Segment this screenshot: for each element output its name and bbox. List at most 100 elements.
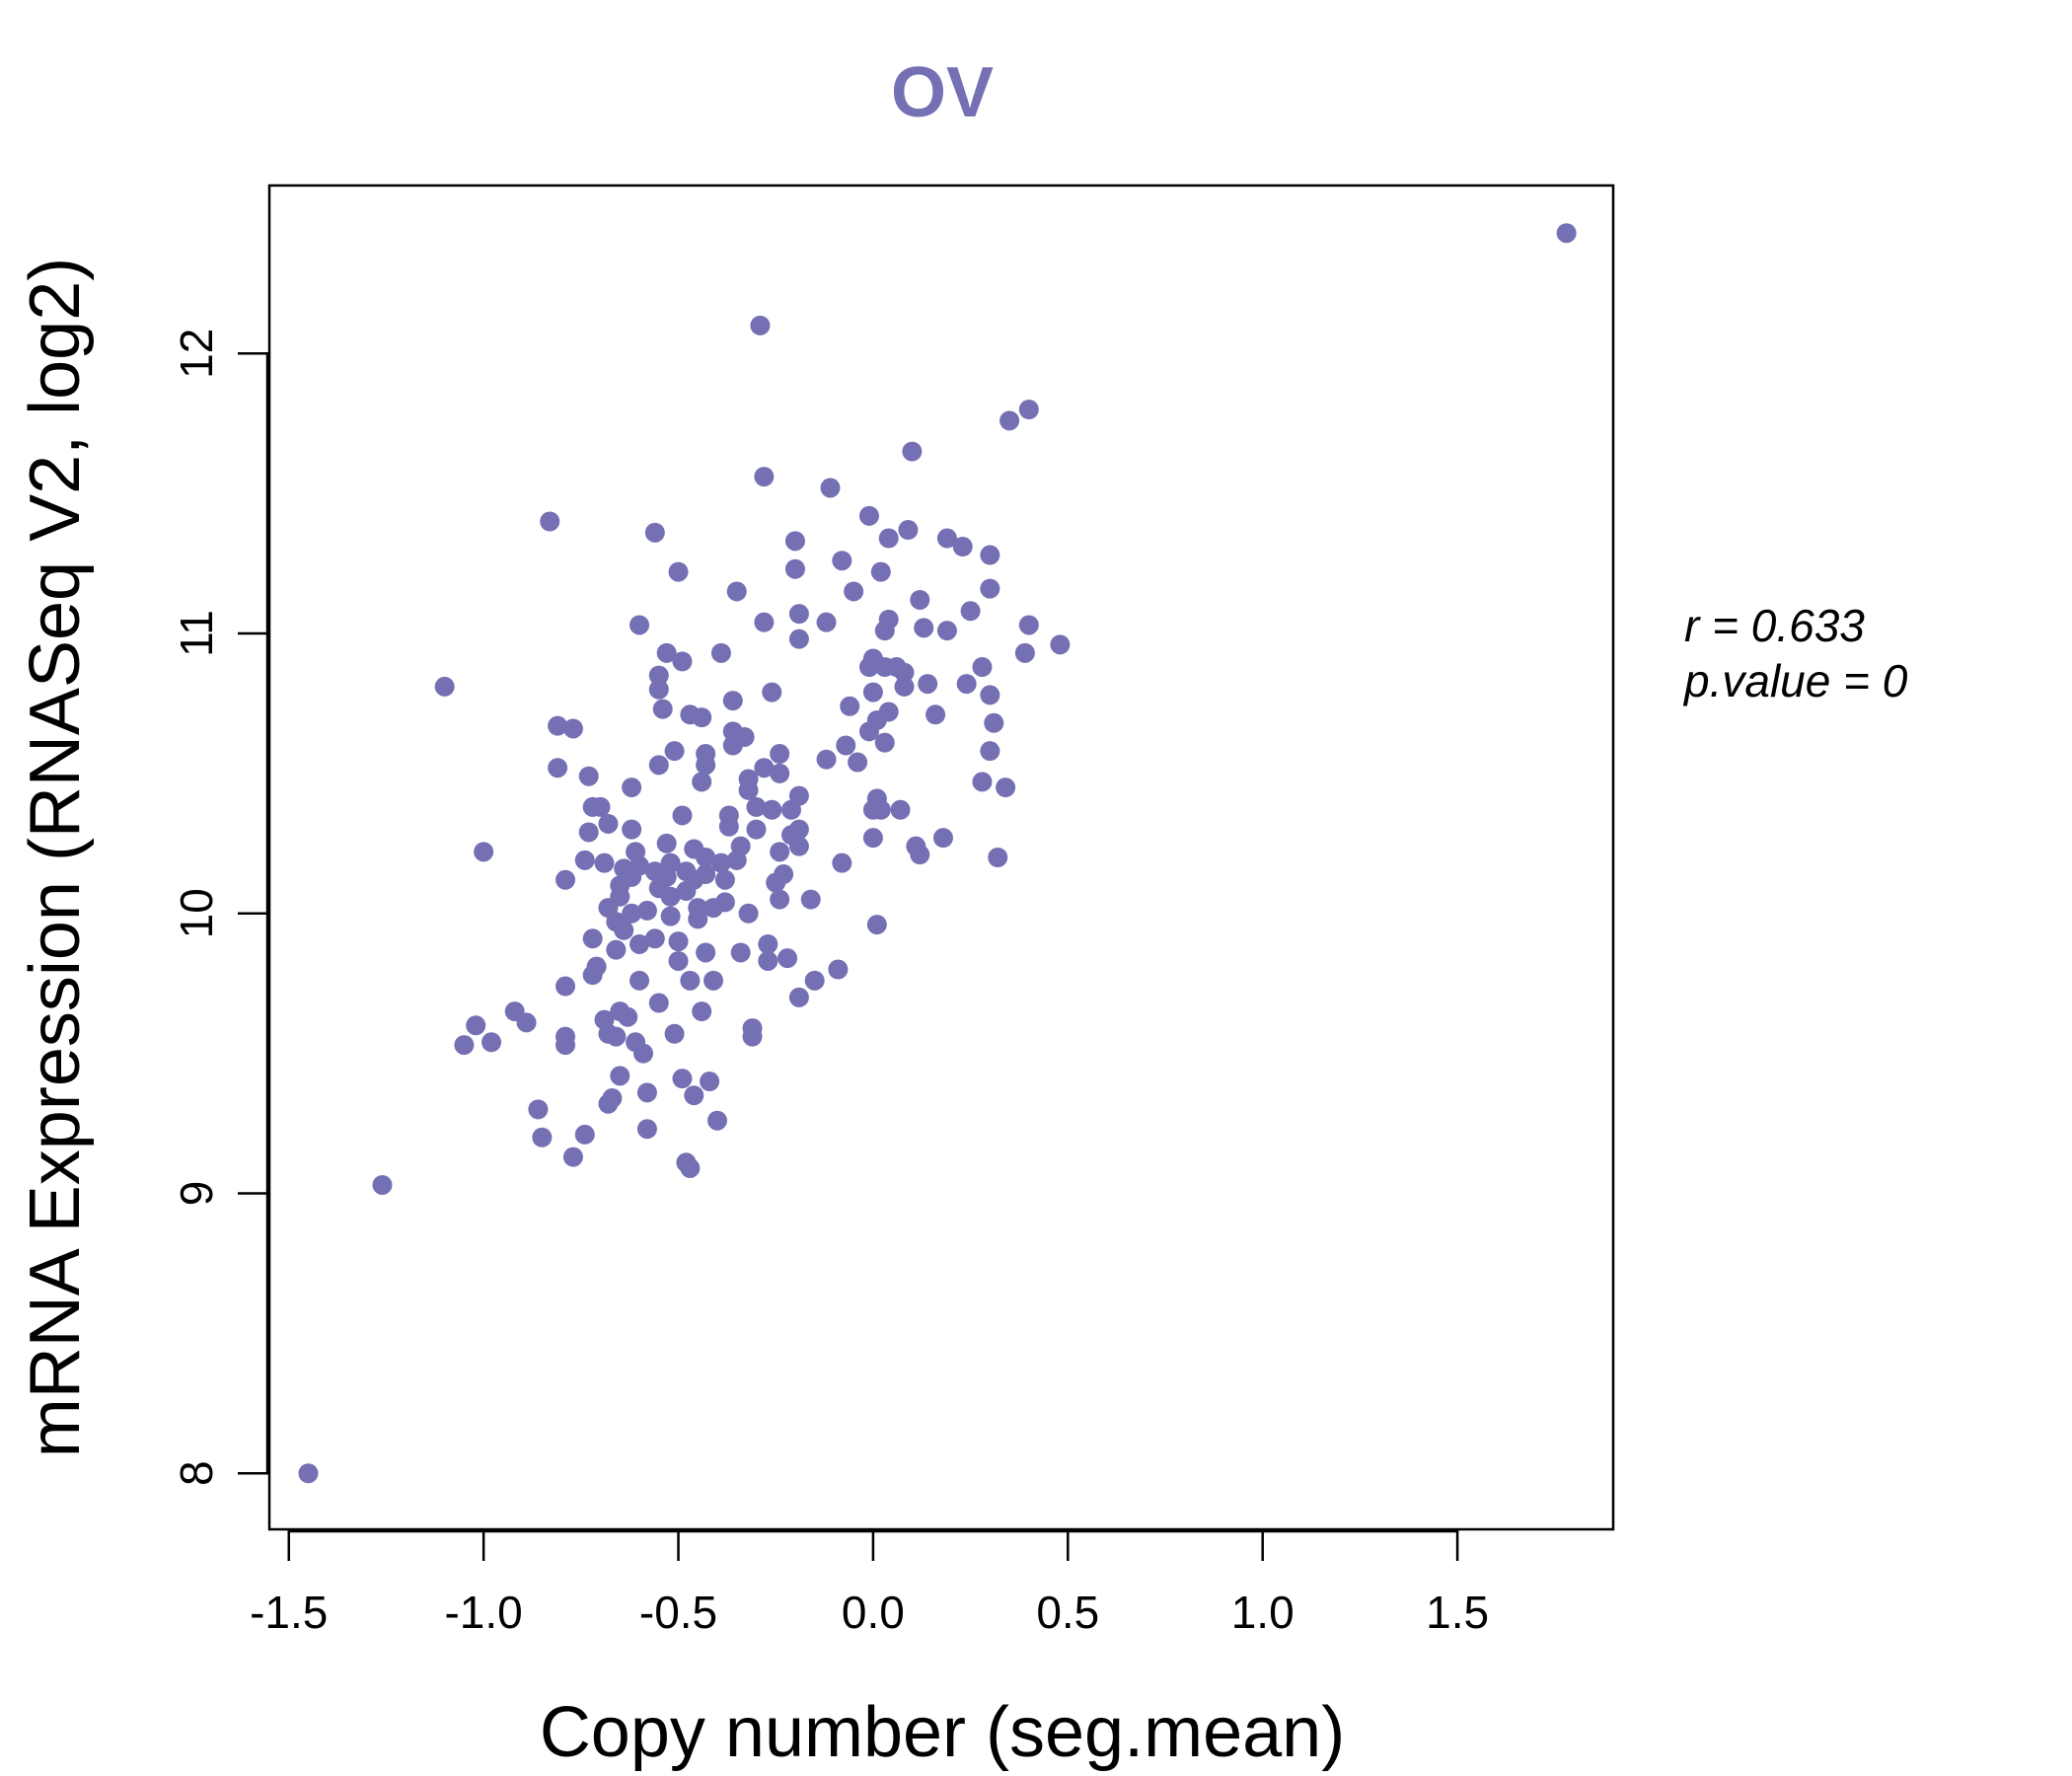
data-point xyxy=(574,850,595,870)
data-point xyxy=(578,766,599,786)
x-tick-label: -0.5 xyxy=(639,1587,717,1638)
data-point xyxy=(660,886,681,907)
data-point xyxy=(730,942,751,963)
y-tick-label: 9 xyxy=(171,1181,222,1207)
data-point xyxy=(788,987,809,1007)
data-point xyxy=(866,915,887,935)
data-point xyxy=(629,970,650,991)
data-point xyxy=(1556,223,1577,244)
data-point xyxy=(784,531,805,552)
data-point xyxy=(730,836,751,856)
data-point xyxy=(710,642,731,663)
x-tick-label: -1.5 xyxy=(250,1587,328,1638)
data-point xyxy=(862,682,883,703)
data-point xyxy=(668,931,689,952)
data-point xyxy=(562,1147,583,1167)
data-point xyxy=(932,828,953,849)
x-axis-label: Copy number (seg.mean) xyxy=(540,1693,1345,1772)
data-point xyxy=(956,674,977,695)
data-point xyxy=(870,799,891,820)
data-point xyxy=(644,928,665,949)
data-point xyxy=(770,842,790,862)
data-point xyxy=(574,1124,595,1145)
data-point xyxy=(980,545,1000,565)
data-point xyxy=(555,1026,576,1047)
data-point xyxy=(298,1463,319,1484)
chart-title: OV xyxy=(891,53,994,132)
data-point xyxy=(726,581,747,602)
data-point xyxy=(910,845,930,865)
data-point xyxy=(648,679,669,700)
data-point xyxy=(598,813,619,834)
correlation-r-label: r = 0.633 xyxy=(1684,600,1865,651)
data-point xyxy=(878,609,899,629)
data-point xyxy=(528,1099,549,1120)
data-point xyxy=(672,1069,693,1089)
data-point xyxy=(516,1012,537,1033)
data-point xyxy=(828,959,849,980)
data-point xyxy=(700,1072,720,1091)
data-point xyxy=(610,886,630,907)
data-point xyxy=(914,618,934,638)
data-point xyxy=(648,993,669,1013)
data-point xyxy=(688,909,708,929)
data-point xyxy=(707,1110,727,1131)
data-point xyxy=(466,1015,486,1036)
data-point xyxy=(622,903,642,924)
data-point xyxy=(664,1023,685,1044)
x-axis: -1.5 -1.0 -0.5 0.0 0.5 1.0 1.5 xyxy=(250,1529,1489,1638)
data-point xyxy=(532,1127,553,1147)
data-point xyxy=(800,889,821,910)
y-tick-label: 12 xyxy=(171,329,222,379)
data-point xyxy=(656,642,677,663)
data-point xyxy=(746,796,767,817)
data-point xyxy=(622,777,642,798)
data-point xyxy=(372,1174,393,1195)
x-tick-label: -1.0 xyxy=(444,1587,522,1638)
data-point xyxy=(629,855,650,876)
data-point xyxy=(582,928,603,949)
data-point xyxy=(980,578,1000,599)
data-points xyxy=(298,223,1577,1484)
data-point xyxy=(648,665,669,686)
data-point xyxy=(878,528,899,549)
data-point xyxy=(660,852,681,873)
data-point xyxy=(660,906,681,926)
data-point xyxy=(602,1088,623,1109)
data-point xyxy=(874,732,895,753)
data-point xyxy=(548,715,568,736)
data-point xyxy=(996,777,1016,798)
data-point xyxy=(770,744,790,765)
data-point xyxy=(784,558,805,579)
data-point xyxy=(562,718,583,739)
data-point xyxy=(738,779,759,800)
data-point xyxy=(858,505,879,526)
data-point xyxy=(684,1085,704,1106)
data-point xyxy=(648,755,669,776)
data-point xyxy=(750,315,771,335)
data-point xyxy=(680,1157,701,1178)
data-point xyxy=(692,772,712,792)
data-point xyxy=(629,615,650,635)
data-point xyxy=(629,933,650,954)
data-point xyxy=(804,970,825,991)
data-point xyxy=(714,892,735,913)
data-point xyxy=(696,755,716,776)
data-point xyxy=(754,612,775,632)
data-point xyxy=(692,707,712,728)
data-point xyxy=(836,735,856,756)
x-tick-label: 0.0 xyxy=(842,1587,905,1638)
data-point xyxy=(777,948,798,969)
data-point xyxy=(770,763,790,783)
data-point xyxy=(606,939,627,960)
data-point xyxy=(636,1119,657,1140)
data-point xyxy=(656,833,677,853)
data-point xyxy=(870,561,891,582)
data-point xyxy=(952,537,973,557)
y-tick-label: 10 xyxy=(171,888,222,938)
data-point xyxy=(618,1006,638,1027)
data-point xyxy=(680,970,701,991)
data-point xyxy=(980,741,1000,762)
data-point xyxy=(984,712,1004,733)
data-point xyxy=(714,869,735,890)
